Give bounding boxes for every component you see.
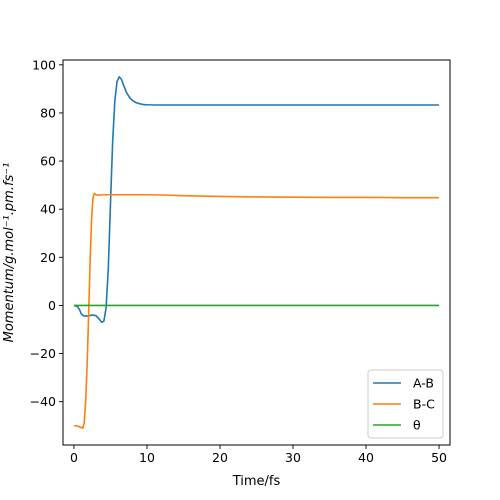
- y-axis: −40 −20 0 20 40 60 80 100: [30, 57, 63, 409]
- x-axis: 0 10 20 30 40 50: [70, 445, 447, 465]
- y-tick-label: 0: [48, 298, 56, 313]
- y-tick-label: −20: [30, 346, 56, 361]
- x-tick-label: 30: [285, 450, 301, 465]
- y-tick-label: 20: [40, 250, 56, 265]
- x-tick-label: 40: [358, 450, 374, 465]
- y-tick-label: 80: [40, 105, 56, 120]
- y-tick-label: 100: [32, 57, 56, 72]
- y-tick-label: 60: [40, 154, 56, 169]
- x-tick-label: 10: [139, 450, 155, 465]
- x-axis-label: Time/fs: [232, 474, 281, 489]
- legend-label-1: B-C: [413, 397, 435, 412]
- y-tick-label: 40: [40, 202, 56, 217]
- legend: A-B B-C θ: [367, 369, 444, 439]
- x-tick-label: 50: [431, 450, 447, 465]
- series-line-1: [73, 192, 440, 429]
- legend-label-0: A-B: [413, 376, 434, 391]
- y-axis-label: Momentum/g.mol⁻¹.pm.fs⁻¹: [2, 163, 17, 343]
- y-tick-label: −40: [30, 394, 56, 409]
- series-line-0: [73, 76, 440, 324]
- legend-box: [367, 369, 444, 439]
- series-layer: [73, 76, 440, 429]
- legend-label-2: θ: [413, 418, 421, 433]
- plot-frame: [62, 59, 451, 446]
- x-tick-label: 20: [212, 450, 228, 465]
- x-tick-label: 0: [70, 450, 78, 465]
